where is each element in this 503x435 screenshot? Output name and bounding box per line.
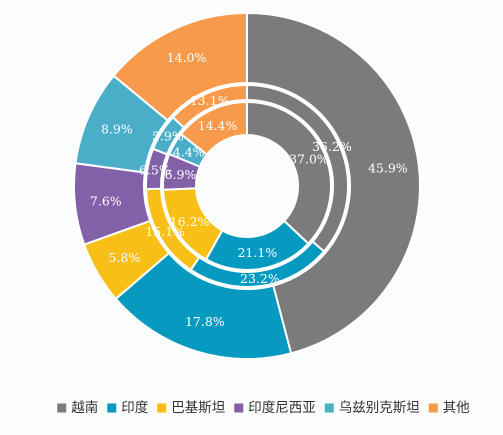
legend-item-2[interactable]: 印度	[107, 400, 148, 416]
ring-1-segment-1[interactable]	[246, 11, 421, 355]
ring-1-label-2: 17.8%	[185, 314, 225, 329]
legend-label: 印度尼西亚	[248, 400, 316, 416]
ring-2-label-2: 23.2%	[240, 271, 280, 286]
legend-item-3[interactable]: 巴基斯坦	[157, 399, 225, 416]
legend-label: 越南	[71, 400, 98, 416]
ring-3-label-6: 14.4%	[198, 118, 238, 133]
legend-item-1[interactable]: 越南	[57, 400, 98, 416]
ring-3-label-2: 21.1%	[237, 245, 277, 260]
legend-swatch	[234, 403, 244, 413]
chart-labels: 45.9% 17.8% 5.8% 7.6% 8.9% 14.0% 36.2% 23.2% 15.…	[90, 50, 408, 329]
legend-item-6[interactable]: 其他	[428, 400, 470, 416]
ring-2-label-1: 36.2%	[312, 139, 352, 154]
legend-label: 其他	[443, 400, 470, 416]
ring-3-label-4: 6.9%	[165, 167, 197, 182]
ring-1-label-6: 14.0%	[167, 50, 207, 65]
ring-3-label-3: 16.2%	[170, 214, 210, 229]
ring-1-label-1: 45.9%	[368, 160, 408, 175]
chart-legend: 越南 印度 巴基斯坦 印度尼西亚 乌兹别克斯坦 其他	[57, 399, 470, 416]
ring-3-label-5: 4.4%	[173, 145, 205, 160]
legend-item-4[interactable]: 印度尼西亚	[234, 400, 316, 416]
chart-rings	[73, 11, 421, 360]
legend-swatch	[428, 403, 438, 413]
legend-swatch	[157, 403, 167, 413]
ring-3-label-1: 37.0%	[289, 152, 329, 167]
legend-swatch	[107, 403, 117, 413]
legend-label: 乌兹别克斯坦	[339, 400, 420, 416]
legend-label: 巴基斯坦	[171, 399, 225, 416]
ring-3-segment-1[interactable]	[246, 100, 332, 245]
ring-2-label-4: 6.5%	[139, 162, 171, 177]
legend-label: 印度	[121, 400, 148, 416]
ring-1-segment-6[interactable]	[112, 11, 248, 122]
ring-1-label-3: 5.8%	[108, 250, 140, 265]
ring-1-label-4: 7.6%	[90, 194, 122, 209]
ring-2-label-5: 5.9%	[152, 129, 184, 144]
legend-swatch	[324, 403, 334, 413]
ring-3-segment-6[interactable]	[179, 100, 248, 156]
legend-swatch	[57, 403, 67, 413]
ring-2-label-6: 13.1%	[190, 93, 230, 108]
ring-2-label-3: 15.1%	[145, 224, 185, 239]
ring-1-label-5: 8.9%	[101, 122, 133, 137]
ring-2-segment-6[interactable]	[171, 83, 248, 129]
legend-item-5[interactable]: 乌兹别克斯坦	[324, 400, 420, 416]
